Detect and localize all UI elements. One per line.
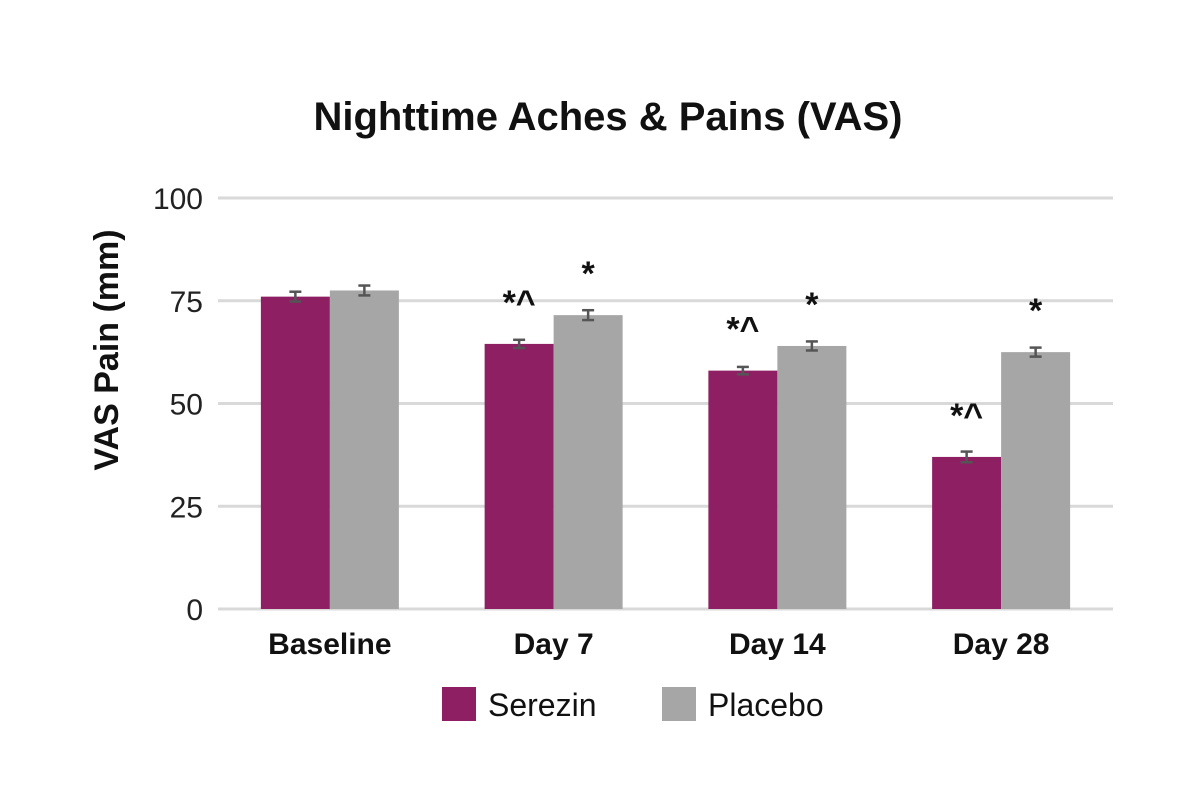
- significance-marker: *^: [950, 397, 983, 435]
- x-tick-label: Day 28: [953, 628, 1050, 661]
- significance-marker: *: [805, 286, 819, 324]
- y-tick-label: 0: [186, 594, 203, 627]
- legend-label-serezin: Serezin: [488, 687, 597, 723]
- legend-label-placebo: Placebo: [708, 687, 824, 723]
- y-tick-label: 25: [170, 491, 203, 524]
- y-tick-label: 100: [153, 183, 203, 216]
- bar-placebo-baseline: [329, 290, 399, 609]
- legend-swatch-placebo: [662, 687, 696, 721]
- error-bars: [289, 284, 1042, 464]
- significance-marker: *: [582, 255, 596, 293]
- legend-swatch-serezin: [442, 687, 476, 721]
- bar-serezin-day-7: [484, 343, 554, 609]
- bar-serezin-baseline: [260, 296, 330, 609]
- bar-serezin-day-28: [932, 456, 1002, 609]
- y-axis-ticks: 0 25 50 75 100: [153, 183, 203, 627]
- significance-marker: *^: [726, 311, 759, 349]
- significance-marker: *^: [503, 284, 536, 322]
- y-axis-label: VAS Pain (mm): [88, 229, 126, 470]
- chart-title: Nighttime Aches & Pains (VAS): [314, 95, 903, 139]
- significance-annotations: *^ * *^ * *^ *: [503, 255, 1043, 435]
- y-tick-label: 50: [170, 389, 203, 422]
- bar-placebo-day-14: [777, 345, 847, 609]
- y-tick-label: 75: [170, 286, 203, 319]
- x-axis-ticks: Baseline Day 7 Day 14 Day 28: [268, 628, 1049, 661]
- bar-serezin-day-14: [708, 370, 778, 609]
- x-tick-label: Baseline: [268, 628, 391, 661]
- bar-placebo-day-7: [553, 315, 623, 609]
- bars: [260, 290, 1071, 609]
- bar-placebo-day-28: [1001, 352, 1071, 609]
- significance-marker: *: [1029, 292, 1043, 330]
- x-tick-label: Day 14: [729, 628, 826, 661]
- x-tick-label: Day 7: [514, 628, 594, 661]
- legend: Serezin Placebo: [442, 687, 824, 723]
